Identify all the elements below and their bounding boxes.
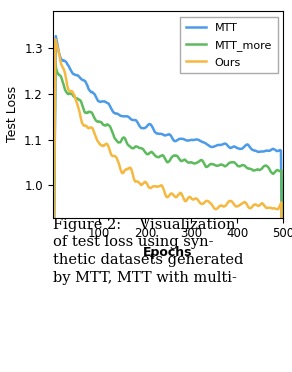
MTT_more [240,163,244,167]
Line: MTT: MTT [53,36,283,357]
Ours [189,195,192,200]
Ours [53,37,57,42]
MTT [189,138,192,142]
MTT [277,148,280,153]
MTT_more [176,155,180,159]
MTT_more [281,357,285,362]
Line: Ours: Ours [53,39,283,372]
Y-axis label: Test Loss: Test Loss [6,86,18,142]
Line: MTT_more: MTT_more [53,64,283,359]
MTT [162,133,166,137]
Ours [240,201,244,206]
MTT_more [189,160,192,164]
MTT_more [162,155,166,159]
MTT_more [51,347,55,352]
Text: Figure 2:    Visualization
of test loss using syn-
thetic datasets generated
by : Figure 2: Visualization of test loss usi… [53,218,243,285]
MTT [54,34,58,38]
MTT_more [53,61,57,66]
Ours [277,207,280,211]
MTT [240,146,244,151]
MTT_more [161,153,165,158]
Ours [176,193,180,197]
MTT [161,132,165,137]
Ours [162,189,166,193]
MTT_more [277,168,280,173]
Ours [51,337,55,341]
MTT [281,355,285,359]
MTT [176,137,180,142]
Legend: MTT, MTT_more, Ours: MTT, MTT_more, Ours [180,17,278,73]
MTT [51,335,55,340]
Ours [161,185,165,190]
X-axis label: Epochs: Epochs [143,246,193,259]
